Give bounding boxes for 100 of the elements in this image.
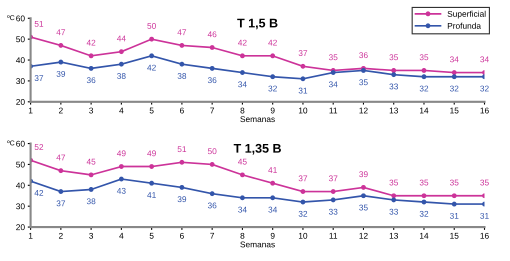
- x-tick-label: 16: [480, 108, 489, 114]
- x-tick-label: 9: [270, 108, 275, 114]
- data-label: 41: [147, 192, 156, 198]
- data-label: 43: [116, 188, 126, 194]
- data-label: 35: [389, 180, 398, 186]
- data-label: 32: [420, 210, 428, 217]
- data-label: 50: [208, 148, 216, 154]
- data-label: 52: [34, 144, 44, 150]
- x-tick-label: 3: [89, 108, 94, 114]
- y-tick-label: 20: [16, 98, 25, 105]
- y-tick-label: 40: [16, 182, 25, 188]
- x-tick-label: 4: [119, 232, 124, 239]
- data-label: 36: [86, 77, 96, 84]
- x-tick-label: 6: [180, 232, 184, 239]
- x-tick-label: 2: [58, 232, 63, 239]
- data-label: 38: [178, 73, 186, 79]
- data-label: 44: [116, 36, 126, 42]
- data-label: 35: [359, 204, 368, 210]
- data-label: 34: [238, 81, 247, 88]
- data-label: 36: [208, 77, 216, 84]
- data-label: 35: [389, 54, 398, 60]
- chart-title: T 1,5 B: [237, 18, 278, 30]
- x-tick-label: 4: [119, 108, 124, 114]
- y-tick-label: 20: [16, 224, 25, 230]
- data-label: 51: [34, 20, 44, 27]
- data-label: 33: [389, 208, 398, 215]
- x-tick-label: 7: [210, 108, 214, 114]
- x-axis-title: Semanas: [240, 241, 275, 248]
- y-tick-label: 50: [16, 162, 25, 168]
- data-label: 39: [359, 171, 368, 178]
- data-label: 37: [56, 200, 66, 206]
- x-tick-label: 10: [298, 232, 308, 239]
- data-label: 42: [34, 190, 44, 196]
- x-tick-label: 11: [330, 108, 338, 114]
- legend-label: Profunda: [448, 22, 481, 29]
- data-label: 32: [268, 86, 277, 92]
- x-tick-label: 15: [450, 108, 459, 114]
- data-label: 39: [56, 70, 66, 77]
- data-label: 34: [450, 56, 459, 62]
- data-label: 38: [117, 73, 126, 79]
- data-label: 45: [238, 158, 247, 165]
- data-label: 34: [238, 206, 247, 213]
- data-label: 42: [147, 64, 156, 71]
- x-tick-label: 5: [150, 232, 154, 239]
- x-tick-label: 8: [240, 232, 244, 239]
- data-label: 35: [450, 180, 459, 186]
- data-label: 38: [86, 198, 96, 204]
- data-label: 42: [86, 40, 96, 46]
- x-tick-label: 14: [420, 232, 428, 239]
- data-label: 42: [238, 40, 247, 46]
- data-label: 34: [268, 206, 278, 213]
- data-label: 41: [268, 167, 277, 173]
- data-label: 32: [420, 86, 428, 92]
- x-tick-label: 15: [450, 232, 459, 239]
- x-tick-label: 3: [89, 232, 94, 239]
- y-tick-label: 60: [16, 140, 25, 147]
- data-label: 31: [480, 212, 489, 219]
- x-tick-label: 5: [150, 108, 154, 114]
- data-label: 32: [298, 210, 308, 217]
- y-tick-label: 30: [16, 78, 25, 84]
- data-label: 31: [298, 88, 308, 94]
- data-label: 39: [178, 196, 186, 202]
- x-tick-label: 2: [58, 108, 63, 114]
- data-label: 49: [147, 150, 156, 156]
- data-label: 37: [298, 50, 308, 56]
- data-label: 37: [328, 175, 338, 182]
- data-label: 47: [177, 29, 186, 36]
- data-label: 33: [328, 208, 338, 215]
- data-label: 42: [268, 40, 277, 46]
- x-tick-label: 7: [210, 232, 214, 239]
- data-label: 46: [208, 31, 216, 38]
- data-label: 35: [359, 79, 368, 86]
- x-tick-label: 13: [390, 108, 398, 114]
- data-label: 36: [359, 52, 368, 58]
- x-tick-label: 11: [330, 232, 338, 239]
- data-label: 34: [480, 56, 489, 62]
- x-axis-title: Semanas: [240, 116, 275, 122]
- data-label: 35: [328, 54, 338, 60]
- y-tick-label: 50: [16, 36, 25, 42]
- data-label: 31: [450, 212, 458, 219]
- x-tick-label: 9: [270, 232, 275, 239]
- x-tick-label: 6: [180, 108, 184, 114]
- data-label: 51: [178, 146, 186, 152]
- x-tick-label: 10: [298, 108, 308, 114]
- x-tick-label: 12: [359, 232, 368, 239]
- y-tick-label: 30: [16, 203, 25, 210]
- data-label: 50: [147, 22, 156, 29]
- x-tick-label: 16: [480, 232, 489, 239]
- y-tick-label: 40: [16, 57, 25, 64]
- x-tick-label: 8: [240, 108, 244, 114]
- x-tick-label: 1: [28, 108, 33, 114]
- data-label: 33: [389, 83, 398, 90]
- x-tick-label: 1: [28, 232, 33, 239]
- chart-title: T 1,35 B: [234, 144, 281, 155]
- data-label: 37: [298, 175, 308, 182]
- data-label: 32: [480, 86, 489, 92]
- data-label: 37: [34, 75, 44, 82]
- x-tick-label: 14: [420, 108, 428, 114]
- legend-label: Superficial: [448, 10, 486, 19]
- data-label: 45: [86, 158, 96, 165]
